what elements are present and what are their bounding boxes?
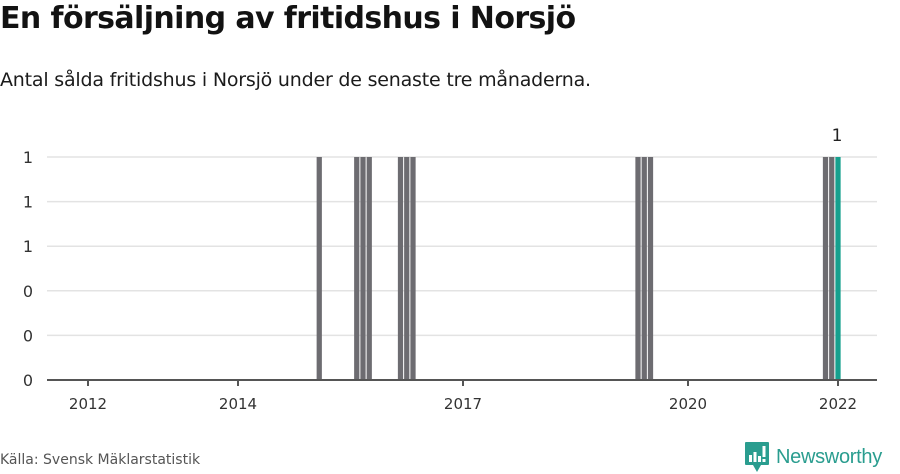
brand-name: Newsworthy xyxy=(776,445,882,468)
bar xyxy=(410,157,416,380)
chart-title: En försäljning av fritidshus i Norsjö xyxy=(0,1,576,36)
bar-chart-speech-bubble-icon xyxy=(745,442,769,472)
y-axis-labels: 0 0 0 1 1 1 xyxy=(23,148,33,390)
y-tick-label: 1 xyxy=(23,148,33,167)
gridlines xyxy=(47,156,877,337)
bar xyxy=(316,157,322,380)
bars xyxy=(316,157,841,380)
x-tick-label: 2020 xyxy=(669,395,707,413)
value-label: 1 xyxy=(832,126,843,146)
bar xyxy=(835,157,841,380)
bar xyxy=(354,157,360,380)
y-tick-label: 0 xyxy=(23,326,33,345)
source-note: Källa: Svensk Mäklarstatistik xyxy=(0,452,201,468)
bar-chart: 0 0 0 1 1 1 2012 2014 2017 2020 2022 1 xyxy=(0,110,900,420)
x-tick-label: 2017 xyxy=(444,395,482,413)
bar xyxy=(397,157,404,380)
y-tick-label: 1 xyxy=(23,193,33,212)
newsworthy-logo: Newsworthy xyxy=(744,441,882,473)
x-tick-label: 2022 xyxy=(819,395,857,413)
bar xyxy=(360,157,366,380)
bar xyxy=(647,157,654,380)
bar xyxy=(404,157,410,380)
chart-subtitle: Antal sålda fritidshus i Norsjö under de… xyxy=(0,69,591,91)
bar xyxy=(822,157,829,380)
x-tick-label: 2014 xyxy=(219,395,257,413)
x-tick-label: 2012 xyxy=(69,395,107,413)
bar xyxy=(635,157,641,380)
y-tick-label: 0 xyxy=(23,371,33,390)
bar xyxy=(366,157,372,380)
chart-canvas: 0 0 0 1 1 1 2012 2014 2017 2020 2022 1 xyxy=(23,126,877,413)
bar xyxy=(641,157,647,380)
value-annotation: 1 xyxy=(832,126,843,146)
y-tick-label: 1 xyxy=(23,237,33,256)
bar xyxy=(829,157,835,380)
y-tick-label: 0 xyxy=(23,282,33,301)
x-axis: 2012 2014 2017 2020 2022 xyxy=(47,379,877,413)
